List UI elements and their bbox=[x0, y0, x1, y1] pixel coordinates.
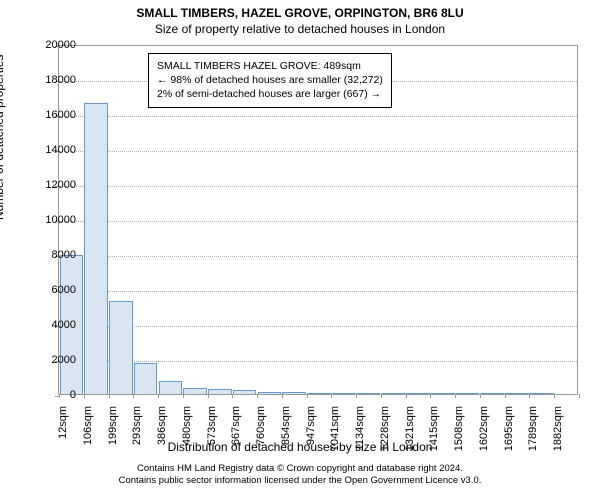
x-tick-mark bbox=[430, 394, 431, 398]
x-tick-mark bbox=[331, 394, 332, 398]
x-tick-label: 199sqm bbox=[107, 406, 119, 456]
y-tick-label: 20000 bbox=[36, 39, 76, 51]
gridline bbox=[59, 291, 577, 292]
footer-line-2: Contains public sector information licen… bbox=[0, 475, 600, 487]
x-tick-mark bbox=[554, 394, 555, 398]
histogram-bar bbox=[307, 393, 331, 394]
gridline bbox=[59, 116, 577, 117]
x-tick-mark bbox=[381, 394, 382, 398]
x-tick-label: 1882sqm bbox=[552, 406, 564, 456]
x-tick-label: 386sqm bbox=[156, 406, 168, 456]
x-tick-label: 1321sqm bbox=[404, 406, 416, 456]
histogram-bar bbox=[84, 103, 108, 394]
y-tick-label: 16000 bbox=[36, 109, 76, 121]
y-tick-label: 12000 bbox=[36, 179, 76, 191]
x-tick-mark bbox=[232, 394, 233, 398]
y-tick-label: 8000 bbox=[36, 249, 76, 261]
x-tick-mark bbox=[455, 394, 456, 398]
histogram-bar bbox=[505, 393, 529, 394]
y-tick-label: 14000 bbox=[36, 144, 76, 156]
chart-title-main: SMALL TIMBERS, HAZEL GROVE, ORPINGTON, B… bbox=[0, 6, 600, 20]
x-tick-label: 667sqm bbox=[230, 406, 242, 456]
histogram-bar bbox=[530, 393, 554, 394]
x-tick-label: 947sqm bbox=[305, 406, 317, 456]
gridline bbox=[59, 326, 577, 327]
gridline bbox=[59, 151, 577, 152]
y-tick-label: 4000 bbox=[36, 319, 76, 331]
histogram-bar bbox=[183, 388, 207, 394]
x-tick-mark bbox=[406, 394, 407, 398]
histogram-bar bbox=[134, 363, 158, 395]
info-line-2: ← 98% of detached houses are smaller (32… bbox=[157, 73, 383, 87]
y-tick-label: 0 bbox=[36, 389, 76, 401]
x-tick-label: 1415sqm bbox=[428, 406, 440, 456]
x-tick-label: 12sqm bbox=[57, 406, 69, 456]
x-tick-label: 854sqm bbox=[280, 406, 292, 456]
histogram-bar bbox=[282, 392, 306, 394]
y-tick-label: 6000 bbox=[36, 284, 76, 296]
histogram-bar bbox=[233, 390, 257, 394]
info-line-3: 2% of semi-detached houses are larger (6… bbox=[157, 87, 383, 101]
x-tick-mark bbox=[257, 394, 258, 398]
histogram-bar bbox=[481, 393, 505, 394]
x-tick-label: 1508sqm bbox=[453, 406, 465, 456]
chart-title-sub: Size of property relative to detached ho… bbox=[0, 22, 600, 36]
histogram-bar bbox=[258, 392, 282, 394]
x-tick-mark bbox=[307, 394, 308, 398]
x-tick-mark bbox=[133, 394, 134, 398]
x-tick-mark bbox=[208, 394, 209, 398]
x-tick-label: 1134sqm bbox=[354, 406, 366, 456]
histogram-bar bbox=[332, 393, 356, 394]
x-tick-mark bbox=[529, 394, 530, 398]
gridline bbox=[59, 186, 577, 187]
histogram-bar bbox=[382, 393, 406, 394]
x-tick-mark bbox=[158, 394, 159, 398]
y-tick-label: 18000 bbox=[36, 74, 76, 86]
info-box: SMALL TIMBERS HAZEL GROVE: 489sqm ← 98% … bbox=[148, 53, 392, 108]
x-tick-label: 480sqm bbox=[181, 406, 193, 456]
gridline bbox=[59, 221, 577, 222]
x-tick-label: 573sqm bbox=[206, 406, 218, 456]
x-tick-mark bbox=[505, 394, 506, 398]
footer-attribution: Contains HM Land Registry data © Crown c… bbox=[0, 463, 600, 488]
x-tick-label: 293sqm bbox=[131, 406, 143, 456]
x-tick-mark bbox=[356, 394, 357, 398]
footer-line-1: Contains HM Land Registry data © Crown c… bbox=[0, 463, 600, 475]
y-tick-label: 2000 bbox=[36, 354, 76, 366]
x-tick-label: 760sqm bbox=[255, 406, 267, 456]
info-line-1: SMALL TIMBERS HAZEL GROVE: 489sqm bbox=[157, 59, 383, 73]
x-tick-label: 1789sqm bbox=[527, 406, 539, 456]
x-tick-label: 1041sqm bbox=[329, 406, 341, 456]
y-axis-label: Number of detached properties bbox=[0, 55, 6, 220]
histogram-bar bbox=[159, 381, 183, 394]
gridline bbox=[59, 256, 577, 257]
histogram-bar bbox=[456, 393, 480, 394]
histogram-bar bbox=[431, 393, 455, 394]
histogram-bar bbox=[357, 393, 381, 394]
x-tick-label: 1228sqm bbox=[379, 406, 391, 456]
x-tick-mark bbox=[282, 394, 283, 398]
x-tick-mark bbox=[480, 394, 481, 398]
x-tick-mark bbox=[84, 394, 85, 398]
x-tick-mark bbox=[183, 394, 184, 398]
x-tick-label: 1602sqm bbox=[478, 406, 490, 456]
x-tick-mark bbox=[109, 394, 110, 398]
x-tick-label: 106sqm bbox=[82, 406, 94, 456]
histogram-bar bbox=[109, 301, 133, 394]
x-tick-mark bbox=[579, 394, 580, 398]
y-tick-label: 10000 bbox=[36, 214, 76, 226]
x-tick-label: 1695sqm bbox=[503, 406, 515, 456]
histogram-bar bbox=[208, 389, 232, 394]
histogram-bar bbox=[406, 393, 430, 394]
